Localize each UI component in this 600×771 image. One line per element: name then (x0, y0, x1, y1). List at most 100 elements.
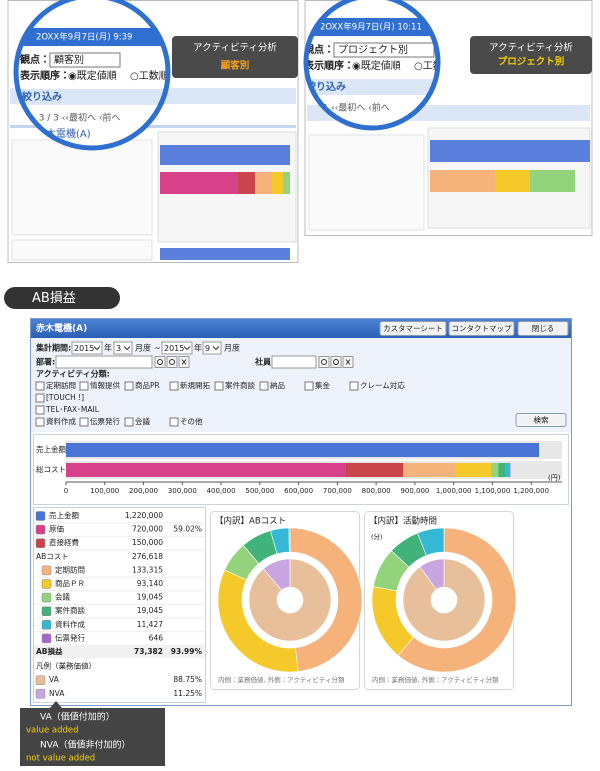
donut-title: 【内訳】ABコスト (215, 516, 286, 527)
select-value[interactable]: 2015 (74, 344, 94, 353)
x-tick-label: 300,000 (168, 487, 197, 495)
select-arrow (93, 346, 101, 351)
donut-segment (288, 527, 291, 553)
window-button[interactable] (448, 321, 515, 336)
checkbox-label[interactable]: 定期訪問 (46, 380, 76, 390)
checkbox-label[interactable]: 情報提供 (90, 380, 120, 390)
donut-segment (248, 558, 332, 642)
checkbox-label[interactable]: [TOUCH !] (46, 393, 84, 402)
x-tick-label: 700,000 (323, 487, 352, 495)
donut-segment (289, 527, 363, 672)
bar-segment (66, 463, 346, 477)
field-label: 部署: (36, 357, 55, 367)
select-value[interactable]: 9 (205, 344, 210, 353)
checkbox[interactable] (35, 417, 45, 427)
callout-title: アクティビティ分析 (193, 42, 277, 54)
legend-swatch (35, 675, 46, 685)
search-button[interactable] (515, 413, 567, 427)
icon (321, 359, 327, 365)
x-tick-label: 100,000 (90, 487, 119, 495)
icon-button[interactable] (330, 356, 342, 368)
text-input[interactable] (55, 355, 153, 369)
x-tick-label: 400,000 (207, 487, 236, 495)
bar-segment (454, 463, 492, 477)
checkbox[interactable] (214, 381, 224, 391)
legend-swatch (41, 565, 52, 576)
select-value[interactable]: 3 (116, 344, 121, 353)
window-button-label[interactable]: コンタクトマップ (452, 324, 512, 333)
window-title: 赤木電機(A) (35, 322, 87, 334)
clear-icon (345, 359, 351, 365)
select-value[interactable]: 2015 (164, 344, 184, 353)
icon-button[interactable] (166, 356, 178, 368)
paging: 1 - 3 / 3 ‹‹最初へ ‹前へ (24, 112, 120, 124)
select[interactable] (113, 341, 133, 355)
unit: 月度 (135, 343, 151, 353)
select[interactable] (161, 341, 193, 355)
checkbox[interactable] (35, 381, 45, 391)
checkbox-label[interactable]: その他 (180, 416, 203, 426)
search-button-label[interactable]: 検索 (534, 415, 549, 425)
window-button-label[interactable]: 閉じる (532, 324, 555, 333)
checkbox[interactable] (304, 381, 314, 391)
clear-icon (181, 359, 187, 365)
view-value[interactable]: 顧客別 (54, 53, 84, 66)
checkbox-label[interactable]: 集金 (315, 380, 330, 390)
view-select[interactable] (49, 52, 121, 68)
view-select[interactable] (333, 42, 435, 58)
checkbox-label[interactable]: 資料作成 (46, 416, 76, 426)
text-input[interactable] (271, 355, 317, 369)
icon-button[interactable] (154, 356, 166, 368)
callout-box (470, 36, 592, 74)
checkbox[interactable] (124, 417, 134, 427)
donut-segment (397, 527, 517, 673)
checkbox[interactable] (79, 417, 89, 427)
window-button[interactable] (379, 321, 447, 336)
view-value[interactable]: プロジェクト別 (338, 44, 408, 56)
checkbox[interactable] (169, 417, 179, 427)
activity-label: アクティビティ分類: (36, 369, 110, 379)
checkbox[interactable] (79, 381, 89, 391)
legend-label: 商品ＰＲ (55, 578, 85, 588)
checkbox[interactable] (35, 405, 45, 415)
note-text: VA（価値付加的） (40, 711, 115, 723)
checkbox[interactable] (124, 381, 134, 391)
checkbox[interactable] (35, 393, 45, 403)
checkbox[interactable] (169, 381, 179, 391)
order-option[interactable]: ◉既定値順 (68, 69, 117, 82)
legend-ratio: 11.25% (173, 689, 202, 698)
checkbox-label[interactable]: 会議 (135, 416, 150, 426)
checkbox-label[interactable]: 新規開拓 (180, 380, 210, 390)
order-option[interactable]: ◉既定値順 (352, 59, 401, 72)
checkbox-label[interactable]: 商品PR (135, 380, 160, 390)
legend-total: 73,382 (134, 647, 163, 656)
filter-band (16, 89, 168, 105)
legend-label: 資料作成 (55, 619, 85, 629)
window-button-label[interactable]: カスタマーシート (383, 324, 443, 333)
view-label: 観点： (304, 43, 334, 56)
order-option[interactable]: ○工数順 (130, 69, 169, 82)
legend-label: 会議 (55, 592, 70, 602)
callout-sub: 顧客別 (221, 60, 250, 72)
checkbox-label[interactable]: クレーム対応 (360, 380, 405, 390)
x-tick-label: 200,000 (129, 487, 158, 495)
callout-sub: プロジェクト別 (498, 56, 565, 68)
window-button[interactable] (517, 321, 569, 336)
checkbox-label[interactable]: 案件商談 (225, 380, 255, 390)
x-tick-label: 1,100,000 (475, 487, 511, 495)
donut-caption: 内側：業務価値, 外側：アクティビティ分類 (218, 675, 345, 684)
select[interactable] (71, 341, 103, 355)
donut-segment (262, 558, 291, 591)
checkbox-label[interactable]: 納品 (270, 380, 285, 390)
select[interactable] (202, 341, 222, 355)
legend-amount: 11,427 (137, 620, 163, 629)
legend-swatch (41, 633, 52, 644)
checkbox-label[interactable]: 伝票発行 (90, 416, 120, 426)
icon-button[interactable] (318, 356, 330, 368)
checkbox[interactable] (349, 381, 359, 391)
legend-swatch (41, 620, 52, 630)
checkbox[interactable] (259, 381, 269, 391)
order-option[interactable]: ○工数順 (414, 59, 453, 72)
checkbox-label[interactable]: TEL･FAX･MAIL (45, 405, 100, 414)
